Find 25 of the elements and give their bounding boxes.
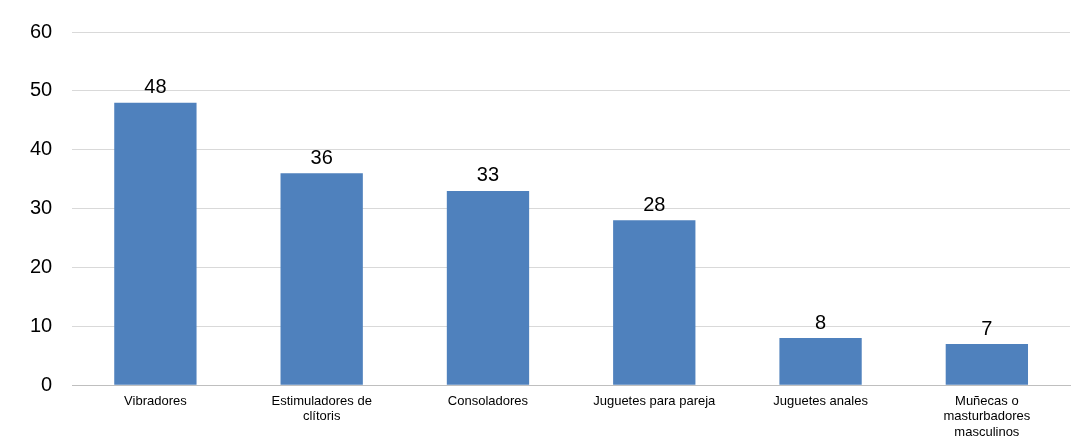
x-tick-label: Juguetes anales: [773, 392, 869, 408]
bar: [114, 102, 197, 385]
y-tick-label: 50: [30, 78, 53, 101]
y-tick-label: 0: [41, 372, 53, 395]
bar: [613, 220, 696, 385]
x-tick-label: Juguetes para pareja: [593, 392, 717, 408]
x-tick-label: Muñecas o masturbadores masculinos: [943, 392, 1031, 439]
y-tick-label: 40: [30, 137, 53, 160]
bar: [945, 343, 1029, 385]
y-tick-label: 30: [30, 196, 53, 219]
data-label: 33: [476, 163, 500, 186]
x-tick-label: Vibradores: [124, 392, 188, 408]
bar: [446, 190, 530, 385]
data-label: 8: [815, 310, 827, 333]
y-tick-label: 10: [30, 313, 53, 336]
y-tick-label: 60: [30, 19, 53, 42]
bar: [779, 338, 862, 385]
data-label: 28: [643, 192, 666, 215]
bar: [280, 173, 363, 385]
data-label: 36: [310, 145, 333, 168]
y-tick-label: 20: [30, 254, 53, 277]
data-label: 7: [981, 316, 993, 339]
x-tick-label: Consoladores: [447, 392, 529, 408]
data-label: 48: [144, 75, 167, 98]
x-tick-label: Estimuladores de clítoris: [271, 392, 372, 424]
